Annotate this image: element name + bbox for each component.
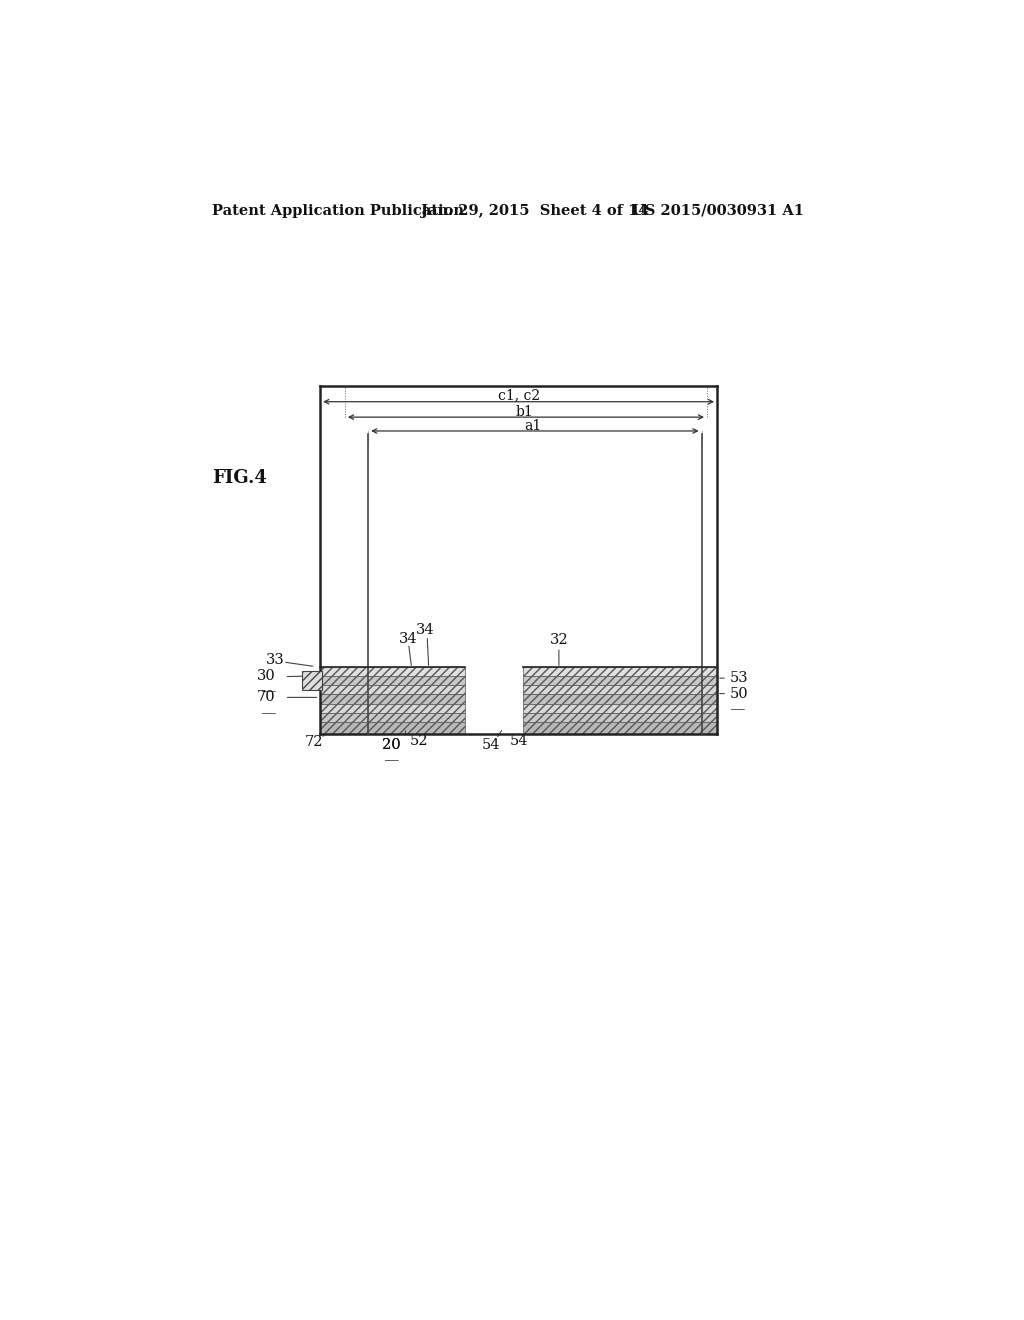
Bar: [302, 671, 322, 689]
Text: ___: ___: [384, 751, 398, 762]
Bar: [321, 667, 465, 676]
Bar: [523, 676, 717, 685]
Text: 33: 33: [266, 653, 285, 668]
Bar: [321, 704, 465, 713]
Bar: [523, 713, 717, 722]
Text: 34: 34: [399, 632, 418, 645]
Text: 70: 70: [257, 690, 275, 705]
Text: ___: ___: [261, 704, 275, 714]
Bar: [321, 685, 465, 694]
Text: Jan. 29, 2015  Sheet 4 of 14: Jan. 29, 2015 Sheet 4 of 14: [421, 203, 648, 218]
Text: 30: 30: [256, 669, 275, 682]
Bar: [321, 722, 465, 734]
Text: b1: b1: [516, 405, 534, 420]
Bar: [321, 694, 465, 704]
Text: a1: a1: [524, 420, 541, 433]
Text: FIG.4: FIG.4: [212, 469, 266, 487]
Text: 34: 34: [417, 623, 435, 636]
Text: 52: 52: [410, 734, 428, 747]
Bar: [523, 667, 717, 676]
Bar: [523, 694, 717, 704]
Bar: [321, 676, 465, 685]
Text: Patent Application Publication: Patent Application Publication: [212, 203, 464, 218]
Text: 50: 50: [730, 686, 749, 701]
Text: 32: 32: [550, 634, 568, 647]
Text: 53: 53: [730, 671, 749, 685]
Bar: [523, 685, 717, 694]
Bar: [321, 713, 465, 722]
Bar: [523, 722, 717, 734]
Text: 54: 54: [510, 734, 528, 747]
Text: 72: 72: [305, 735, 324, 748]
Text: c1, c2: c1, c2: [498, 388, 540, 403]
Text: ___: ___: [730, 700, 744, 710]
Text: 20: 20: [382, 738, 400, 752]
Text: ___: ___: [261, 682, 275, 692]
Text: 54: 54: [481, 738, 500, 752]
Bar: [523, 704, 717, 713]
Text: 20: 20: [382, 738, 400, 752]
Text: US 2015/0030931 A1: US 2015/0030931 A1: [632, 203, 804, 218]
